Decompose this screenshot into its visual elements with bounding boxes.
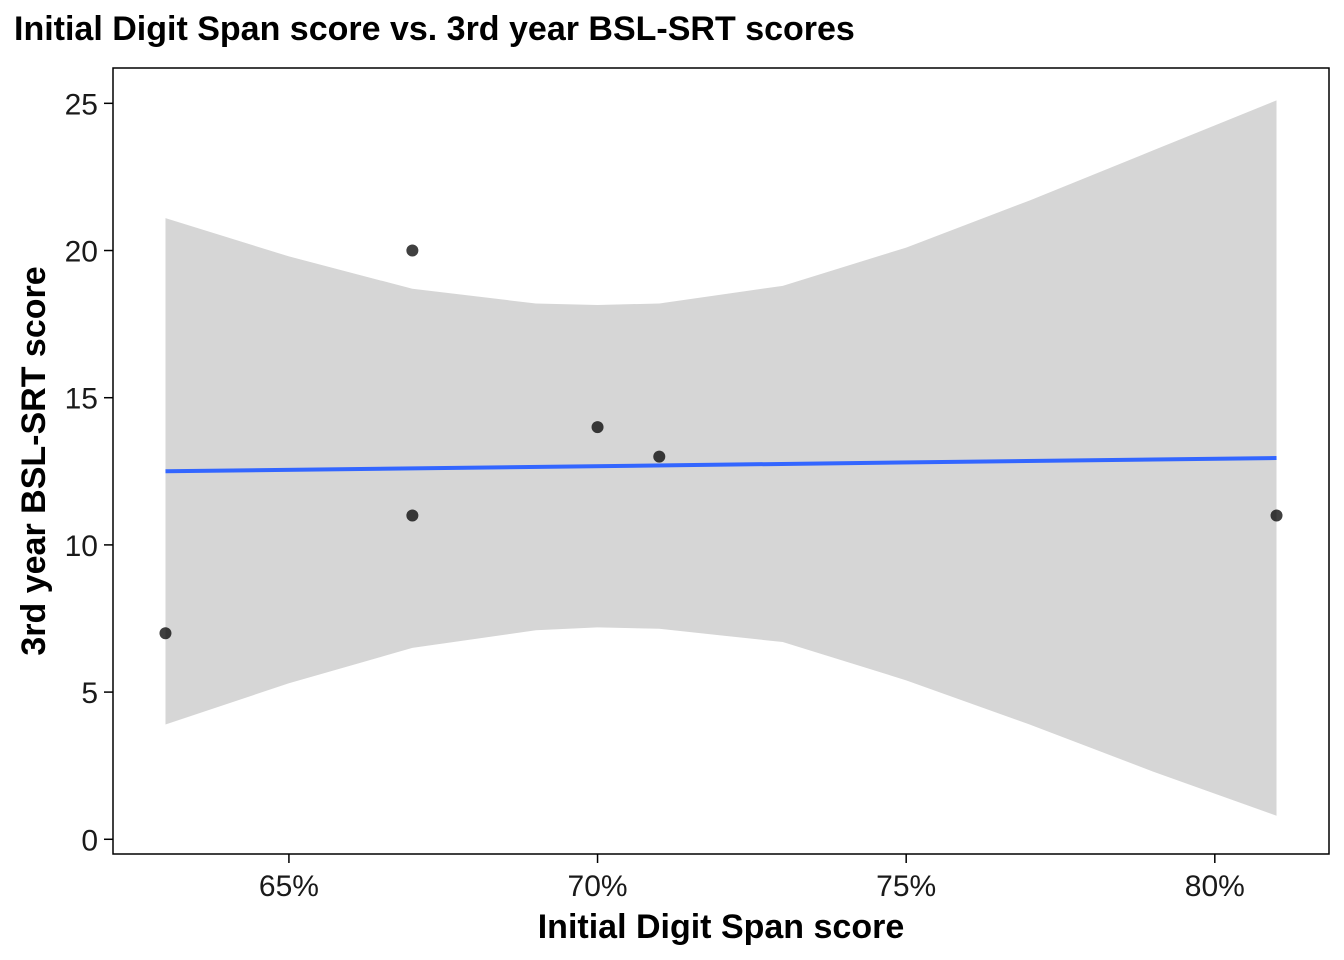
data-point	[159, 627, 172, 640]
data-point	[591, 421, 604, 434]
data-point	[1270, 509, 1283, 522]
y-tick-label: 20	[65, 236, 98, 269]
x-tick-label: 75%	[876, 870, 936, 903]
x-axis-title: Initial Digit Span score	[538, 908, 905, 946]
data-point	[406, 244, 419, 257]
confidence-band	[165, 100, 1277, 816]
y-tick-label: 5	[81, 677, 98, 710]
y-axis: 0 5 10 15 20 25	[65, 88, 113, 857]
confidence-band-layer	[165, 100, 1277, 816]
x-tick-label: 80%	[1185, 870, 1245, 903]
x-tick-label: 65%	[259, 870, 319, 903]
x-axis: 65% 70% 75% 80%	[259, 854, 1245, 903]
y-axis-title: 3rd year BSL-SRT score	[15, 266, 53, 655]
chart-title: Initial Digit Span score vs. 3rd year BS…	[14, 10, 855, 48]
y-tick-label: 25	[65, 88, 98, 121]
data-points-layer	[159, 244, 1283, 640]
x-tick-label: 70%	[568, 870, 628, 903]
y-tick-label: 0	[81, 824, 98, 857]
regression-line	[165, 456, 1277, 474]
data-point	[406, 509, 419, 522]
y-tick-label: 15	[65, 383, 98, 416]
data-point	[653, 450, 666, 463]
fit-line-layer	[165, 456, 1277, 474]
y-tick-label: 10	[65, 530, 98, 563]
plot-frame	[112, 67, 1330, 855]
